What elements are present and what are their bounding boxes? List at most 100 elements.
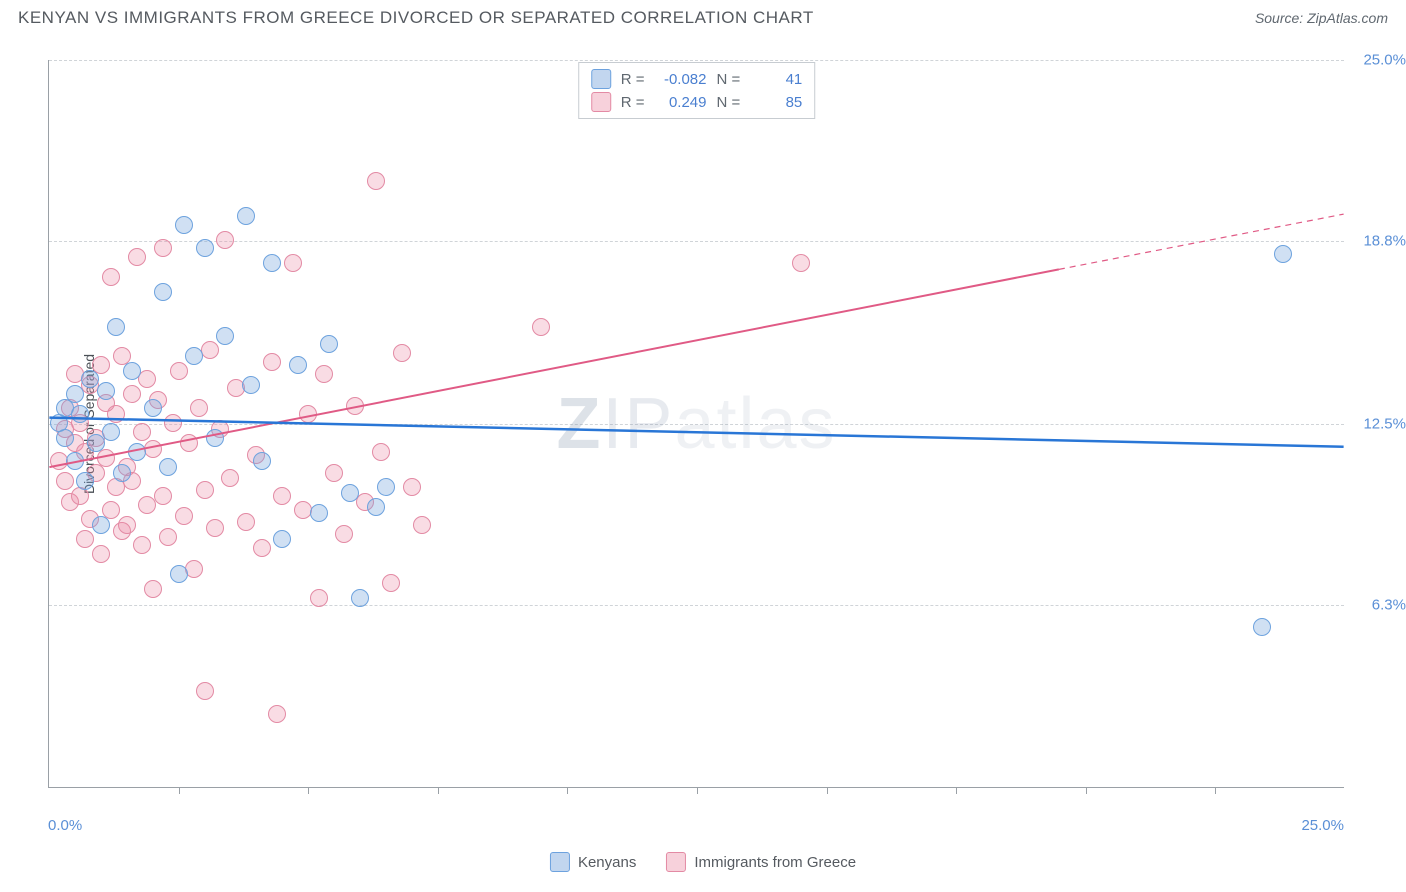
data-point-pink [196, 682, 214, 700]
r-label: R = [621, 71, 645, 88]
y-tick-label: 12.5% [1351, 416, 1406, 433]
n-value-blue: 41 [750, 71, 802, 88]
trend-line [49, 269, 1058, 467]
data-point-blue [263, 254, 281, 272]
stats-legend: R = -0.082 N = 41 R = 0.249 N = 85 [578, 62, 816, 119]
data-point-blue [97, 382, 115, 400]
data-point-blue [113, 464, 131, 482]
data-point-pink [532, 318, 550, 336]
data-point-blue [367, 498, 385, 516]
data-point-pink [144, 580, 162, 598]
data-point-pink [185, 560, 203, 578]
data-point-blue [341, 484, 359, 502]
data-point-blue [1253, 618, 1271, 636]
data-point-pink [128, 248, 146, 266]
data-point-pink [102, 268, 120, 286]
data-point-pink [284, 254, 302, 272]
data-point-pink [133, 423, 151, 441]
data-point-blue [66, 385, 84, 403]
data-point-blue [237, 207, 255, 225]
data-point-blue [144, 399, 162, 417]
data-point-pink [299, 405, 317, 423]
data-point-pink [201, 341, 219, 359]
data-point-pink [216, 231, 234, 249]
source-label: Source: [1255, 10, 1307, 26]
data-point-blue [71, 405, 89, 423]
gridline [49, 605, 1344, 606]
r-value-pink: 0.249 [655, 94, 707, 111]
data-point-blue [206, 429, 224, 447]
trend-line [1059, 214, 1344, 269]
data-point-pink [159, 528, 177, 546]
gridline [49, 60, 1344, 61]
data-point-blue [351, 589, 369, 607]
x-tick [567, 787, 568, 794]
data-point-blue [87, 434, 105, 452]
data-point-pink [154, 487, 172, 505]
gridline [49, 424, 1344, 425]
x-tick [956, 787, 957, 794]
data-point-pink [268, 705, 286, 723]
x-axis-min-label: 0.0% [48, 817, 82, 834]
gridline [49, 241, 1344, 242]
data-point-pink [138, 370, 156, 388]
data-point-blue [1274, 245, 1292, 263]
data-point-pink [97, 449, 115, 467]
data-point-pink [315, 365, 333, 383]
data-point-blue [128, 443, 146, 461]
x-tick [308, 787, 309, 794]
data-point-pink [154, 239, 172, 257]
data-point-pink [118, 516, 136, 534]
data-point-blue [56, 429, 74, 447]
x-tick [1086, 787, 1087, 794]
data-point-blue [196, 239, 214, 257]
data-point-pink [372, 443, 390, 461]
data-point-pink [237, 513, 255, 531]
data-point-pink [144, 440, 162, 458]
x-tick [1215, 787, 1216, 794]
data-point-pink [325, 464, 343, 482]
data-point-pink [76, 530, 94, 548]
data-point-pink [393, 344, 411, 362]
data-point-pink [180, 434, 198, 452]
chart-title: KENYAN VS IMMIGRANTS FROM GREECE DIVORCE… [18, 8, 814, 28]
data-point-blue [107, 318, 125, 336]
source-name: ZipAtlas.com [1307, 10, 1388, 26]
data-point-blue [102, 423, 120, 441]
data-point-blue [81, 370, 99, 388]
x-tick [827, 787, 828, 794]
stats-row-blue: R = -0.082 N = 41 [591, 69, 803, 89]
data-point-blue [216, 327, 234, 345]
data-point-blue [185, 347, 203, 365]
swatch-pink-icon [666, 852, 686, 872]
scatter-chart: Divorced or Separated ZIPatlas R = -0.08… [48, 60, 1344, 788]
data-point-pink [56, 472, 74, 490]
r-label: R = [621, 94, 645, 111]
data-point-pink [253, 539, 271, 557]
data-point-blue [154, 283, 172, 301]
data-point-blue [310, 504, 328, 522]
x-tick [697, 787, 698, 794]
data-point-pink [164, 414, 182, 432]
data-point-pink [221, 469, 239, 487]
data-point-blue [289, 356, 307, 374]
data-point-pink [196, 481, 214, 499]
data-point-pink [190, 399, 208, 417]
legend-item-pink: Immigrants from Greece [666, 852, 856, 872]
data-point-blue [320, 335, 338, 353]
data-point-pink [310, 589, 328, 607]
n-value-pink: 85 [750, 94, 802, 111]
trend-line [49, 418, 1343, 447]
data-point-blue [159, 458, 177, 476]
data-point-blue [273, 530, 291, 548]
r-value-blue: -0.082 [655, 71, 707, 88]
data-point-pink [413, 516, 431, 534]
n-label: N = [717, 71, 741, 88]
chart-header: KENYAN VS IMMIGRANTS FROM GREECE DIVORCE… [0, 0, 1406, 34]
data-point-pink [206, 519, 224, 537]
source-credit: Source: ZipAtlas.com [1255, 10, 1388, 26]
data-point-blue [66, 452, 84, 470]
data-point-pink [133, 536, 151, 554]
data-point-pink [346, 397, 364, 415]
legend-label-blue: Kenyans [578, 854, 636, 871]
